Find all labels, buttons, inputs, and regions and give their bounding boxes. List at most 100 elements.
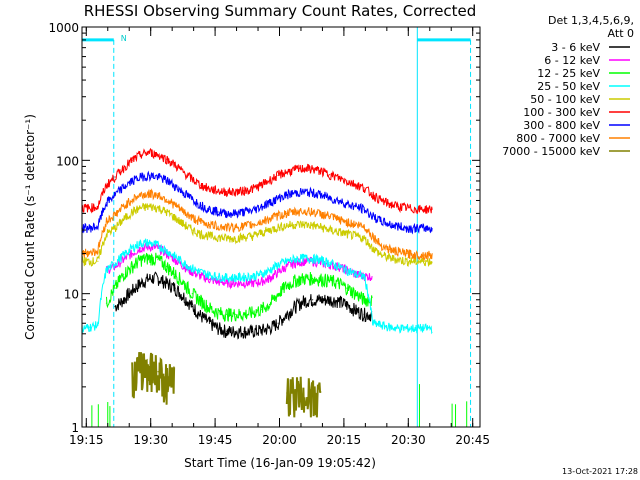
- data-point: [423, 208, 425, 210]
- legend-item: 12 - 25 keV: [537, 67, 630, 80]
- data-point: [363, 187, 365, 189]
- data-point: [148, 242, 150, 244]
- data-point: [269, 202, 271, 204]
- data-point: [329, 197, 331, 199]
- x-tick-label: 20:45: [455, 433, 490, 447]
- data-point: [174, 273, 176, 275]
- data-point: [303, 210, 305, 212]
- data-point: [226, 282, 228, 284]
- data-point: [217, 211, 219, 213]
- data-point: [346, 203, 348, 205]
- data-point: [140, 207, 142, 209]
- data-point: [105, 220, 108, 222]
- data-point: [372, 194, 374, 196]
- data-point: [183, 262, 185, 264]
- data-point: [200, 300, 202, 302]
- data-point: [88, 326, 90, 328]
- data-point: [174, 185, 176, 187]
- data-point: [131, 180, 133, 182]
- data-point: [277, 293, 279, 295]
- data-point: [346, 287, 348, 289]
- series-group: [81, 202, 433, 267]
- legend-item: 25 - 50 keV: [537, 80, 630, 93]
- data-point: [208, 223, 211, 226]
- data-point: [260, 206, 262, 208]
- data-point: [415, 227, 417, 229]
- x-tick-label: 20:00: [262, 433, 297, 447]
- data-point: [312, 258, 314, 260]
- legend-item-label: 12 - 25 keV: [537, 67, 600, 80]
- data-point: [277, 197, 279, 199]
- y-tick-label: 1: [71, 421, 79, 435]
- data-point: [260, 281, 262, 283]
- data-point: [123, 167, 125, 169]
- data-point: [200, 204, 202, 206]
- data-point: [415, 260, 417, 262]
- legend-item-label: 6 - 12 keV: [544, 54, 600, 67]
- data-point: [97, 250, 99, 252]
- data-point: [303, 277, 305, 280]
- data-point: [114, 214, 116, 216]
- data-point: [320, 194, 322, 196]
- data-point: [363, 275, 365, 277]
- data-point: [148, 151, 150, 153]
- data-point: [277, 271, 279, 273]
- data-point: [277, 215, 279, 217]
- data-point: [208, 188, 211, 190]
- data-point: [286, 265, 288, 268]
- data-point: [226, 330, 228, 333]
- data-point: [200, 233, 202, 235]
- data-point: [166, 250, 168, 252]
- data-point: [157, 154, 159, 156]
- data-point: [320, 226, 322, 228]
- data-point: [174, 255, 176, 258]
- data-point: [183, 282, 185, 284]
- data-point: [337, 218, 339, 221]
- legend-item-label: 100 - 300 keV: [523, 106, 600, 119]
- data-point: [286, 392, 288, 394]
- data-point: [337, 199, 339, 202]
- data-point: [234, 282, 236, 284]
- data-point: [397, 259, 399, 261]
- data-point: [140, 242, 142, 244]
- data-point: [354, 223, 357, 226]
- data-point: [123, 186, 125, 188]
- data-point: [294, 280, 296, 282]
- data-point: [166, 198, 168, 200]
- data-point: [423, 227, 425, 229]
- data-point: [105, 269, 108, 271]
- data-point: [260, 221, 262, 223]
- data-point: [294, 392, 296, 394]
- data-point: [320, 259, 322, 261]
- data-point: [191, 293, 193, 295]
- data-point: [148, 246, 150, 248]
- data-point: [354, 235, 357, 237]
- x-tick-label: 19:30: [133, 433, 168, 447]
- data-point: [148, 277, 150, 280]
- data-point: [243, 225, 245, 227]
- data-point: [226, 313, 228, 315]
- data-point: [226, 191, 228, 193]
- data-point: [123, 218, 125, 221]
- data-point: [148, 257, 150, 259]
- data-point: [294, 223, 296, 226]
- series-line: [106, 252, 373, 322]
- data-point: [105, 233, 108, 235]
- data-point: [320, 278, 322, 280]
- data-point: [303, 392, 305, 394]
- series-group: [81, 147, 433, 215]
- data-point: [243, 330, 245, 333]
- y-tick-label: 1000: [48, 21, 79, 35]
- data-point: [286, 224, 288, 226]
- data-point: [131, 247, 133, 249]
- data-point: [157, 194, 159, 196]
- legend-item-label: 300 - 800 keV: [523, 119, 600, 132]
- x-axis-label: Start Time (16-Jan-09 19:05:42): [184, 456, 376, 470]
- data-point: [226, 237, 228, 239]
- data-point: [363, 225, 365, 227]
- data-point: [251, 330, 253, 333]
- data-point: [191, 267, 193, 269]
- data-point: [286, 194, 288, 196]
